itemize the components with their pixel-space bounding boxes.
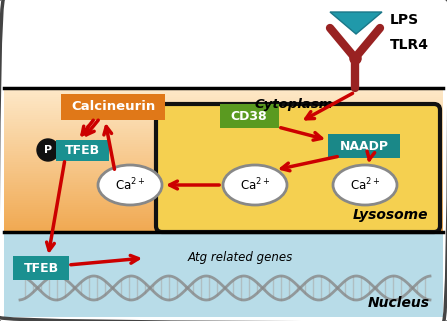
Bar: [4, 155, 443, 157]
Text: TLR4: TLR4: [390, 38, 429, 52]
Bar: [4, 205, 443, 207]
Bar: [4, 142, 443, 144]
Bar: [4, 149, 443, 152]
Bar: [4, 218, 443, 220]
Text: Ca$^{2+}$: Ca$^{2+}$: [115, 177, 145, 193]
Bar: [4, 113, 443, 116]
Bar: [4, 91, 443, 94]
FancyBboxPatch shape: [61, 94, 165, 120]
Bar: [4, 93, 443, 96]
Bar: [4, 100, 443, 103]
Text: Ca$^{2+}$: Ca$^{2+}$: [240, 177, 270, 193]
Bar: [4, 187, 443, 189]
Bar: [4, 189, 443, 191]
Ellipse shape: [98, 165, 162, 205]
Bar: [4, 227, 443, 229]
Bar: [4, 207, 443, 209]
Bar: [4, 173, 443, 175]
Text: Calcineurin: Calcineurin: [71, 100, 155, 114]
Ellipse shape: [333, 165, 397, 205]
Bar: [4, 111, 443, 114]
Bar: [4, 219, 443, 222]
Bar: [4, 176, 443, 178]
Bar: [4, 138, 443, 141]
Text: Ca$^{2+}$: Ca$^{2+}$: [350, 177, 380, 193]
Bar: [4, 117, 443, 119]
Text: TFEB: TFEB: [23, 262, 59, 274]
Bar: [4, 137, 443, 139]
Bar: [4, 97, 443, 99]
FancyBboxPatch shape: [156, 104, 440, 232]
Bar: [4, 140, 443, 143]
Polygon shape: [330, 12, 382, 34]
Bar: [4, 153, 443, 155]
Bar: [4, 214, 443, 216]
Text: Nucleus: Nucleus: [368, 296, 430, 310]
Bar: [4, 102, 443, 105]
Bar: [4, 230, 443, 232]
Bar: [4, 183, 443, 186]
Bar: [4, 109, 443, 112]
Bar: [4, 180, 443, 182]
Bar: [4, 223, 443, 225]
Bar: [4, 118, 443, 121]
Bar: [4, 192, 443, 195]
Bar: [4, 194, 443, 196]
Bar: [4, 216, 443, 218]
Bar: [4, 128, 443, 130]
Bar: [4, 229, 443, 231]
Bar: [4, 167, 443, 169]
Bar: [4, 203, 443, 205]
Bar: [4, 200, 443, 202]
Text: Atg related genes: Atg related genes: [187, 251, 293, 265]
Bar: [4, 122, 443, 125]
Bar: [4, 104, 443, 107]
Bar: [4, 209, 443, 211]
Bar: [4, 88, 443, 90]
Bar: [4, 4, 443, 88]
Bar: [4, 90, 443, 92]
Bar: [4, 124, 443, 126]
Bar: [4, 115, 443, 117]
Text: Lysosome: Lysosome: [353, 208, 428, 222]
FancyBboxPatch shape: [55, 140, 109, 160]
Bar: [4, 126, 443, 128]
Circle shape: [37, 139, 59, 161]
Bar: [4, 106, 443, 108]
Bar: [4, 135, 443, 137]
Bar: [4, 212, 443, 214]
Bar: [4, 133, 443, 135]
Bar: [4, 160, 443, 162]
Bar: [4, 156, 443, 159]
Bar: [4, 198, 443, 200]
Bar: [4, 178, 443, 180]
Bar: [4, 131, 443, 134]
FancyBboxPatch shape: [220, 104, 279, 128]
Bar: [4, 191, 443, 193]
Bar: [4, 185, 443, 187]
Text: LPS: LPS: [390, 13, 419, 27]
Bar: [4, 169, 443, 171]
Text: NAADP: NAADP: [340, 140, 388, 152]
Bar: [4, 147, 443, 150]
Bar: [4, 158, 443, 160]
Bar: [4, 120, 443, 123]
Bar: [4, 108, 443, 110]
Bar: [4, 182, 443, 184]
FancyBboxPatch shape: [328, 134, 400, 158]
Bar: [4, 95, 443, 98]
Ellipse shape: [223, 165, 287, 205]
Bar: [4, 225, 443, 227]
Bar: [4, 146, 443, 148]
Bar: [4, 174, 443, 177]
Bar: [4, 232, 443, 317]
Bar: [4, 165, 443, 168]
Bar: [4, 201, 443, 204]
Bar: [4, 151, 443, 153]
Bar: [4, 144, 443, 146]
Bar: [4, 99, 443, 101]
Text: CD38: CD38: [231, 109, 267, 123]
Text: P: P: [44, 145, 52, 155]
Text: TFEB: TFEB: [64, 143, 100, 157]
